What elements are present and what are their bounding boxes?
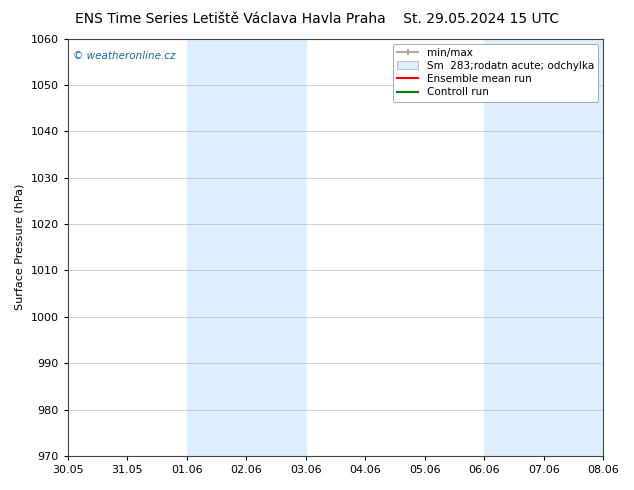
Text: © weatheronline.cz: © weatheronline.cz xyxy=(73,51,176,61)
Text: ENS Time Series Letiště Václava Havla Praha    St. 29.05.2024 15 UTC: ENS Time Series Letiště Václava Havla Pr… xyxy=(75,12,559,26)
Bar xyxy=(484,39,603,456)
Bar xyxy=(186,39,306,456)
Legend: min/max, Sm  283;rodatn acute; odchylka, Ensemble mean run, Controll run: min/max, Sm 283;rodatn acute; odchylka, … xyxy=(393,44,598,101)
Y-axis label: Surface Pressure (hPa): Surface Pressure (hPa) xyxy=(15,184,25,311)
